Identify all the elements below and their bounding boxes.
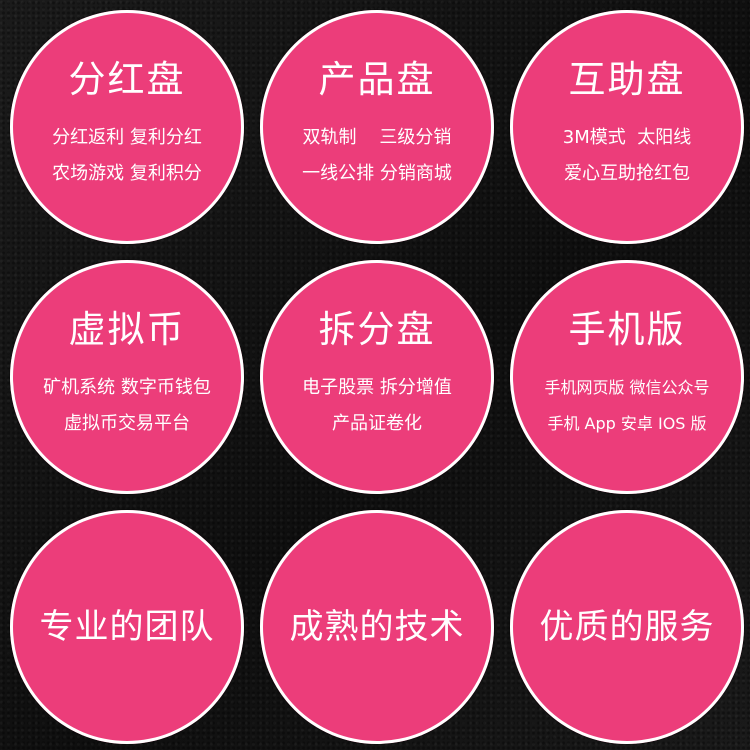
circle-mobile: 手机版 手机网页版 微信公众号 手机 App 安卓 IOS 版 (506, 256, 750, 506)
feature-label: 成熟的技术 (289, 607, 465, 647)
circle-line: 爱心互助抢红包 (564, 163, 690, 184)
circle-line: 一线公排 分销商城 (302, 163, 452, 184)
circle-line: 分红返利 复利分红 (52, 127, 202, 148)
feature-label: 专业的团队 (39, 607, 215, 647)
circle-badge: 互助盘 3M模式 太阳线 爱心互助抢红包 (510, 10, 744, 244)
circle-title: 拆分盘 (318, 308, 436, 351)
feature-technology: 成熟的技术 (256, 506, 506, 750)
circle-virtual-currency: 虚拟币 矿机系统 数字币钱包 虚拟币交易平台 (6, 256, 256, 506)
feature-badge: 成熟的技术 (260, 510, 494, 744)
circle-mutual-aid: 互助盘 3M模式 太阳线 爱心互助抢红包 (506, 6, 750, 256)
circle-badge: 手机版 手机网页版 微信公众号 手机 App 安卓 IOS 版 (510, 260, 744, 494)
feature-badge: 专业的团队 (10, 510, 244, 744)
circle-title: 互助盘 (568, 58, 686, 101)
circle-badge: 拆分盘 电子股票 拆分增值 产品证卷化 (260, 260, 494, 494)
circle-line: 电子股票 拆分增值 (302, 377, 452, 398)
circle-lines: 双轨制 三级分销 一线公排 分销商城 (302, 120, 452, 192)
circle-line: 虚拟币交易平台 (63, 413, 190, 434)
circle-product: 产品盘 双轨制 三级分销 一线公排 分销商城 (256, 6, 506, 256)
circle-line: 矿机系统 数字币钱包 (43, 377, 211, 398)
circle-line: 手机网页版 微信公众号 (544, 378, 710, 397)
circle-title: 虚拟币 (68, 308, 186, 351)
feature-badge: 优质的服务 (510, 510, 744, 744)
circle-line: 双轨制 三级分销 (302, 127, 452, 148)
feature-team: 专业的团队 (6, 506, 256, 750)
circle-lines: 矿机系统 数字币钱包 虚拟币交易平台 (43, 370, 211, 442)
circle-split: 拆分盘 电子股票 拆分增值 产品证卷化 (256, 256, 506, 506)
circle-lines: 电子股票 拆分增值 产品证卷化 (302, 370, 452, 442)
circle-badge: 虚拟币 矿机系统 数字币钱包 虚拟币交易平台 (10, 260, 244, 494)
feature-service: 优质的服务 (506, 506, 750, 750)
circle-line: 农场游戏 复利积分 (52, 163, 202, 184)
circle-badge: 分红盘 分红返利 复利分红 农场游戏 复利积分 (10, 10, 244, 244)
circle-badge: 产品盘 双轨制 三级分销 一线公排 分销商城 (260, 10, 494, 244)
circle-line: 3M模式 太阳线 (562, 127, 692, 148)
circle-lines: 分红返利 复利分红 农场游戏 复利积分 (52, 120, 202, 192)
circle-title: 分红盘 (68, 58, 186, 101)
circle-title: 产品盘 (318, 58, 436, 101)
circle-dividend: 分红盘 分红返利 复利分红 农场游戏 复利积分 (6, 6, 256, 256)
circle-lines: 3M模式 太阳线 爱心互助抢红包 (563, 120, 691, 192)
feature-label: 优质的服务 (539, 607, 715, 647)
circle-line: 手机 App 安卓 IOS 版 (547, 414, 707, 433)
circle-lines: 手机网页版 微信公众号 手机 App 安卓 IOS 版 (544, 370, 709, 442)
circle-line: 产品证卷化 (331, 413, 422, 434)
circle-title: 手机版 (568, 308, 686, 351)
